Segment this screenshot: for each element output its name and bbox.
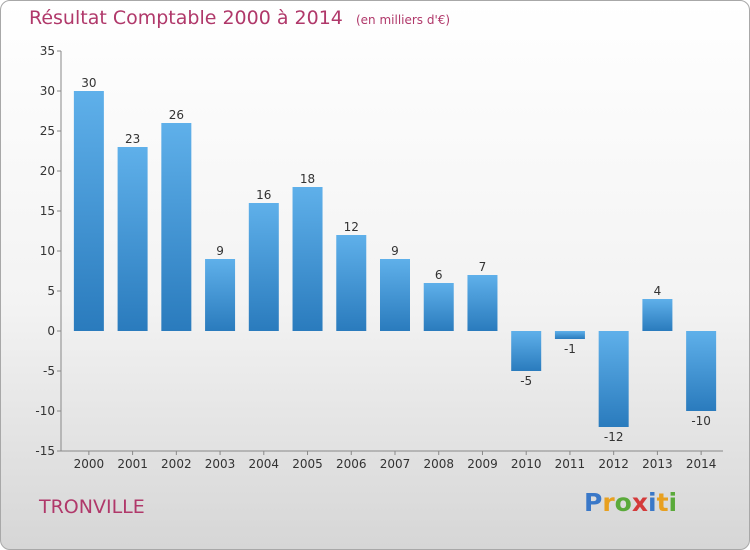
data-label-2013: 4 <box>654 284 662 298</box>
bar-2014 <box>686 331 717 411</box>
y-tick-label: 20 <box>40 164 55 178</box>
x-tick-label-2013: 2013 <box>642 457 673 471</box>
x-tick-label-2003: 2003 <box>205 457 236 471</box>
data-label-2004: 16 <box>256 188 271 202</box>
data-label-2000: 30 <box>81 76 96 90</box>
y-tick-label: 25 <box>40 124 55 138</box>
bar-2001 <box>117 147 148 331</box>
proxiti-logo: Proxiti <box>584 488 677 517</box>
x-tick-label-2011: 2011 <box>555 457 586 471</box>
y-tick-label: -15 <box>35 444 55 458</box>
logo-letter: P <box>584 488 603 517</box>
x-tick-label-2014: 2014 <box>686 457 717 471</box>
x-tick-label-2002: 2002 <box>161 457 192 471</box>
bar-2012 <box>598 331 629 427</box>
label-layer: 30 23 26 9 16 18 12 9 6 7 -5 -1 -12 4 -10 <box>81 76 711 444</box>
data-label-2011: -1 <box>564 342 576 356</box>
x-tick-label-2009: 2009 <box>467 457 498 471</box>
data-label-2005: 18 <box>300 172 315 186</box>
chart-title: Résultat Comptable 2000 à 2014 <box>29 7 343 29</box>
data-label-2006: 12 <box>344 220 359 234</box>
y-tick-label: -5 <box>43 364 55 378</box>
data-label-2009: 7 <box>479 260 487 274</box>
bar-2004 <box>248 203 279 331</box>
bar-2010 <box>511 331 542 371</box>
bar-2002 <box>161 123 192 331</box>
data-label-2010: -5 <box>520 374 532 388</box>
bar-2011 <box>554 331 585 339</box>
axis-layer: -15 -10 -5 0 5 10 15 20 25 30 35 2000 2001 2002 2003 20… <box>35 44 723 471</box>
bar-2000 <box>73 91 104 331</box>
y-tick-label: 15 <box>40 204 55 218</box>
x-tick-label-2001: 2001 <box>117 457 148 471</box>
data-label-2007: 9 <box>391 244 399 258</box>
x-tick-label-2000: 2000 <box>74 457 105 471</box>
data-label-2001: 23 <box>125 132 140 146</box>
y-tick-label: 35 <box>40 44 55 58</box>
bar-2006 <box>336 235 367 331</box>
data-label-2003: 9 <box>216 244 224 258</box>
x-tick-label-2008: 2008 <box>423 457 454 471</box>
bar-2007 <box>380 259 410 331</box>
x-tick-label-2004: 2004 <box>249 457 280 471</box>
x-tick-label-2005: 2005 <box>292 457 323 471</box>
y-tick-label: 0 <box>47 324 55 338</box>
commune-name: TRONVILLE <box>39 496 145 518</box>
logo-letter: i <box>668 488 678 517</box>
y-tick-label: -10 <box>35 404 55 418</box>
data-label-2008: 6 <box>435 268 443 282</box>
bar-2003 <box>205 259 236 331</box>
x-tick-label-2007: 2007 <box>380 457 411 471</box>
y-tick-label: 10 <box>40 244 55 258</box>
bar-2008 <box>423 283 454 331</box>
title-row: Résultat Comptable 2000 à 2014 (en milli… <box>29 7 450 29</box>
bar-2009 <box>467 275 498 331</box>
logo-letter: i <box>648 488 657 517</box>
x-tick-label-2006: 2006 <box>336 457 367 471</box>
logo-letter: r <box>602 488 615 517</box>
data-label-2012: -12 <box>604 430 624 444</box>
bar-layer <box>73 91 717 427</box>
chart-subtitle: (en milliers d'€) <box>355 13 451 27</box>
logo-letter: o <box>614 488 632 517</box>
x-tick-label-2010: 2010 <box>511 457 542 471</box>
data-label-2002: 26 <box>169 108 184 122</box>
y-tick-label: 5 <box>47 284 55 298</box>
bar-2013 <box>642 299 673 331</box>
logo-letter: x <box>631 488 648 517</box>
data-label-2014: -10 <box>691 414 711 428</box>
x-tick-label-2012: 2012 <box>598 457 629 471</box>
y-tick-label: 30 <box>40 84 55 98</box>
bar-2005 <box>292 187 323 331</box>
logo-letter: t <box>656 488 669 517</box>
